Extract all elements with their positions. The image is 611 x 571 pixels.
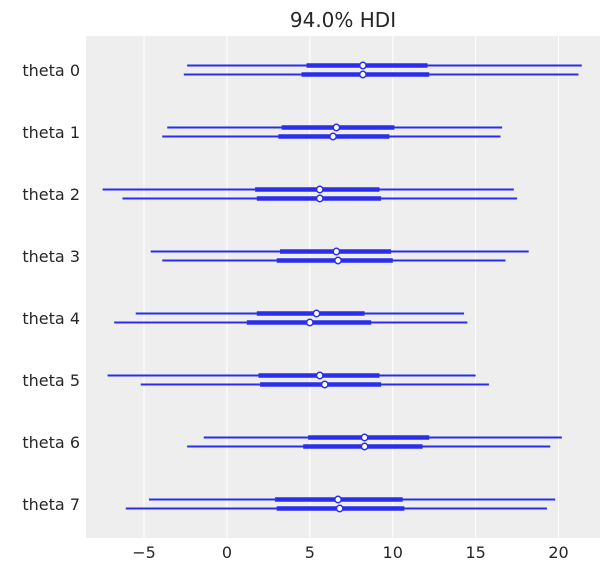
median-point (315, 185, 324, 194)
y-tick-label: theta 5 (22, 371, 80, 390)
y-tick-labels: theta 0 theta 1 theta 2 theta 3 theta 4 theta… (22, 61, 80, 514)
y-tick-label: theta 2 (22, 185, 80, 204)
y-tick-label: theta 0 (22, 61, 80, 80)
y-tick-label: theta 1 (22, 123, 80, 142)
median-point (312, 309, 321, 318)
x-tick-label: 15 (465, 543, 485, 562)
median-point (315, 371, 324, 380)
plot-area (86, 36, 600, 538)
median-point (315, 194, 324, 203)
median-point (335, 504, 344, 513)
y-tick-label: theta 7 (22, 495, 80, 514)
median-point (360, 442, 369, 451)
median-point (329, 132, 338, 141)
y-tick-label: theta 6 (22, 433, 80, 452)
x-tick-label: −5 (132, 543, 156, 562)
grid-lines (143, 36, 560, 538)
chart-title: 94.0% HDI (290, 8, 396, 32)
x-tick-label: 0 (222, 543, 232, 562)
median-point (320, 380, 329, 389)
median-point (305, 318, 314, 327)
median-point (360, 433, 369, 442)
median-point (358, 61, 367, 70)
y-tick-label: theta 4 (22, 309, 80, 328)
median-point (334, 495, 342, 504)
x-tick-label: 5 (305, 543, 315, 562)
y-tick-label: theta 3 (22, 247, 80, 266)
median-point (332, 123, 341, 132)
x-tick-label: 10 (383, 543, 403, 562)
median-point (334, 256, 342, 265)
median-point (332, 247, 341, 256)
median-point (358, 70, 367, 79)
x-tick-label: 20 (548, 543, 568, 562)
x-tick-labels: −5 0 5 10 15 20 (132, 543, 568, 562)
interval-marks (102, 61, 582, 513)
